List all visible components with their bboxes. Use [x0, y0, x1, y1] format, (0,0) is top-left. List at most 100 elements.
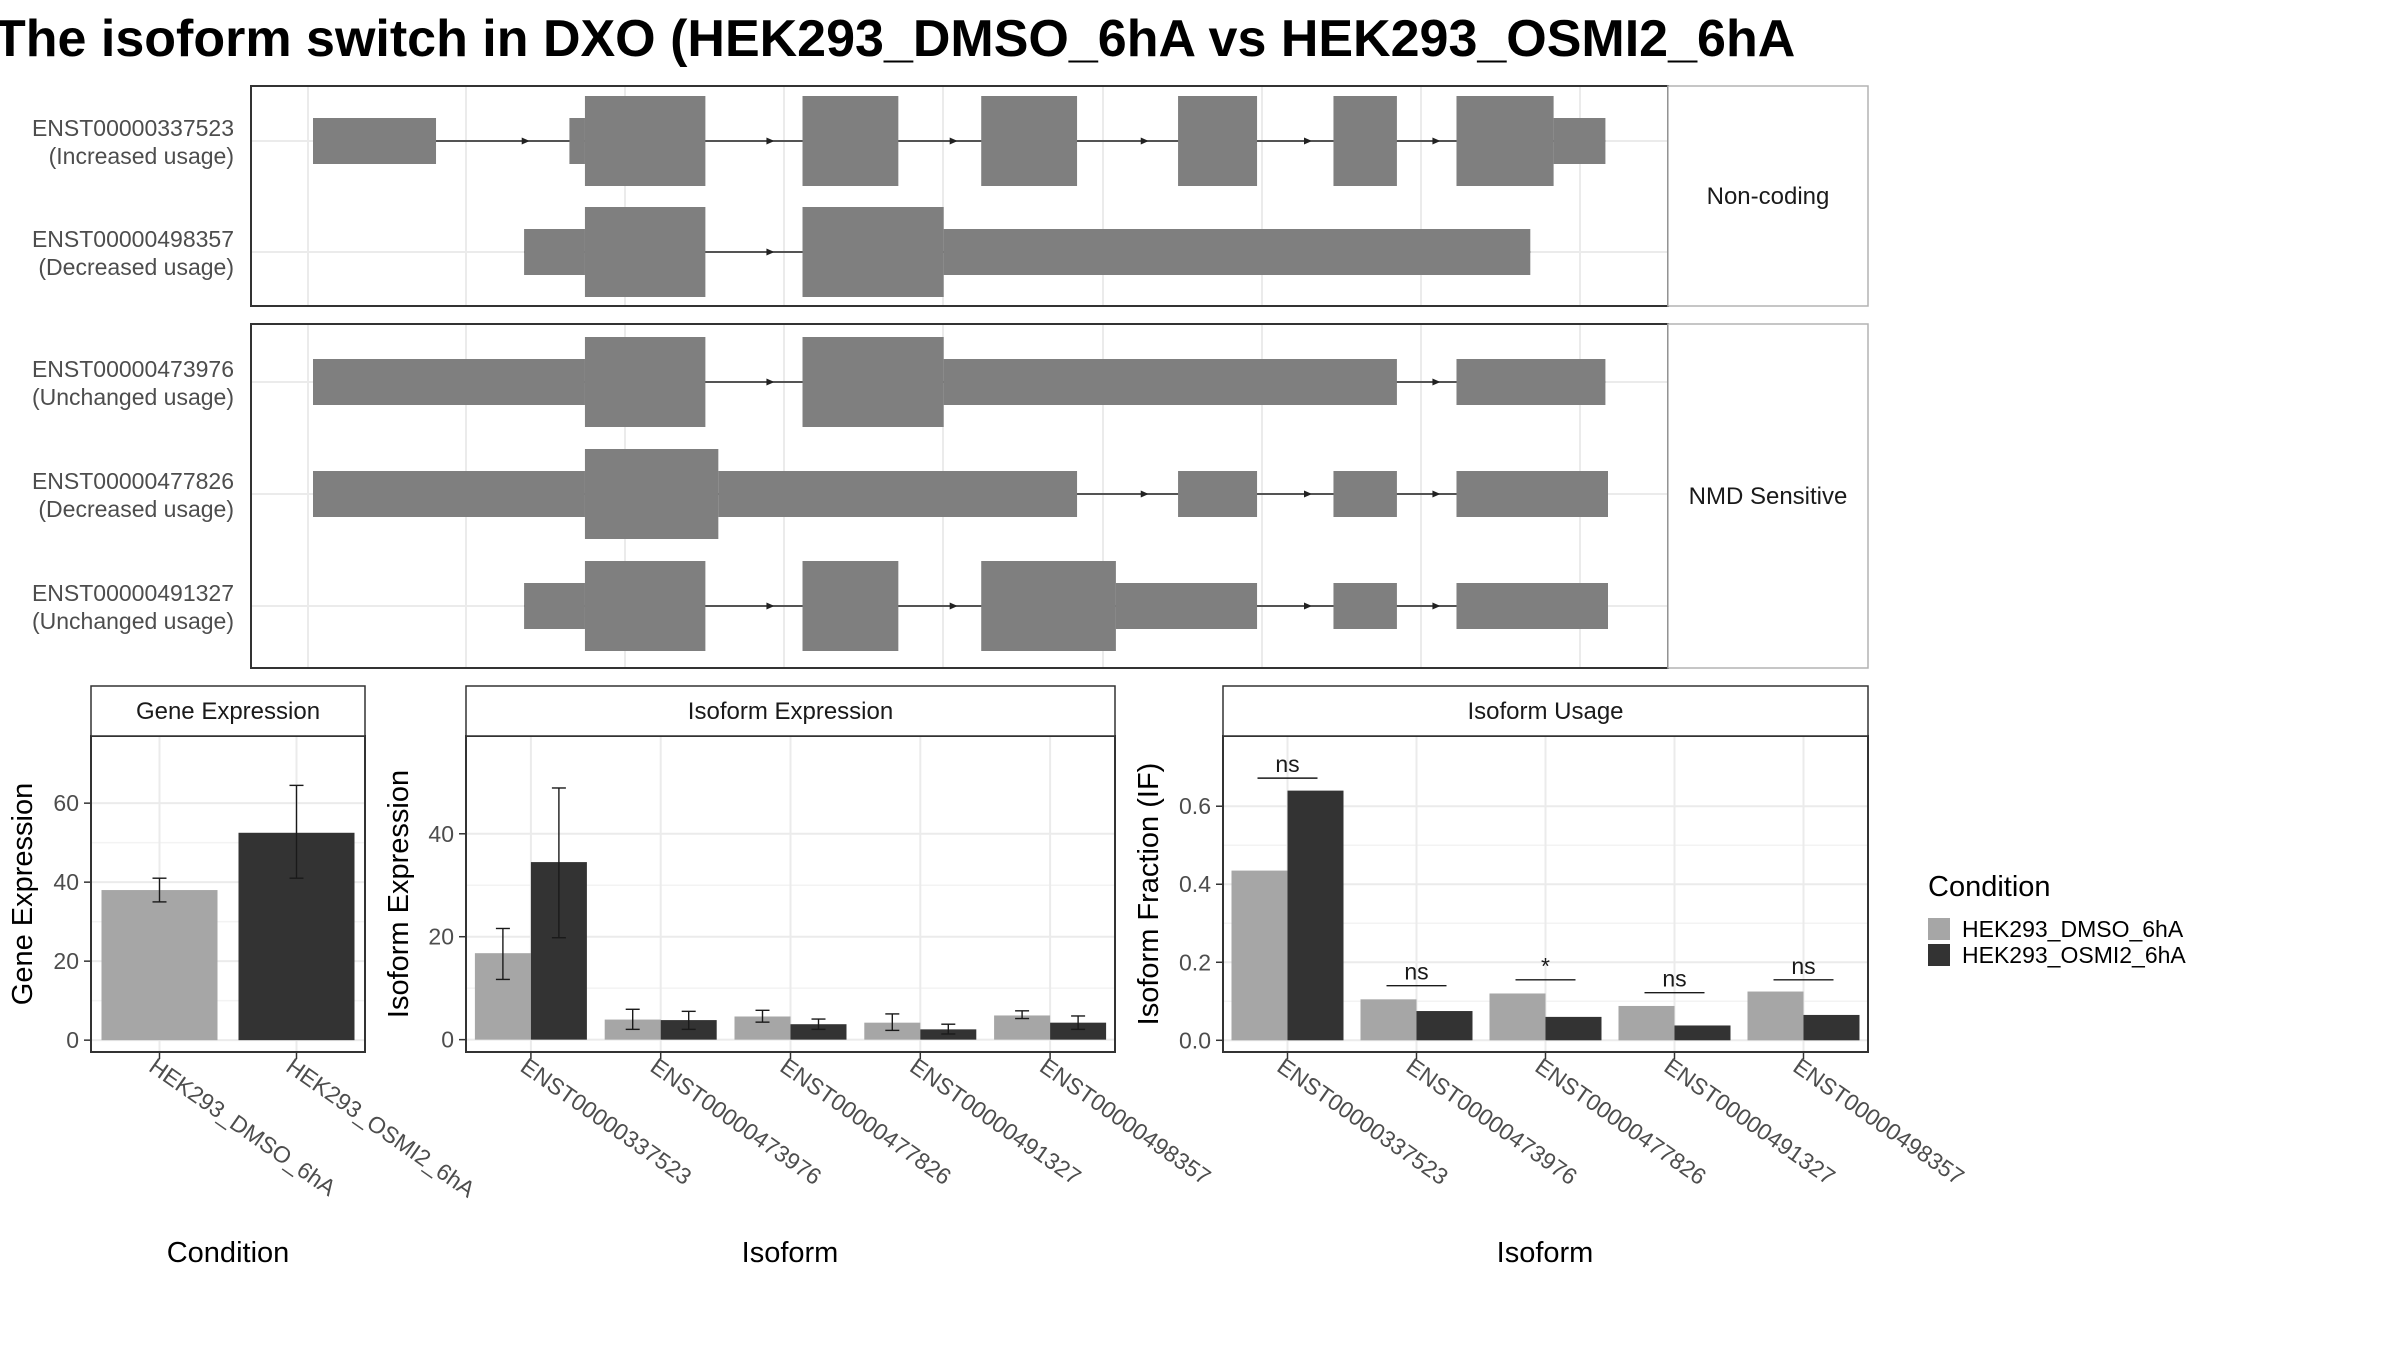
gene-expression-chart: Gene Expression0204060HEK293_DMSO_6hAHEK…: [7, 685, 480, 1269]
intron-arrow: [1304, 490, 1313, 498]
y-tick-label: 60: [53, 790, 79, 816]
significance-label: ns: [1662, 966, 1686, 992]
x-axis-title: Isoform: [1497, 1237, 1594, 1269]
legend-label-osmi2: HEK293_OSMI2_6hA: [1962, 942, 2186, 968]
intron-arrow: [766, 602, 775, 610]
exon-block: [584, 337, 706, 427]
y-axis-title: Isoform Expression: [383, 770, 415, 1018]
intron-arrow: [1140, 137, 1149, 145]
isoform-usage-label: (Decreased usage): [38, 496, 234, 522]
isoform-id-label: ENST00000337523: [32, 115, 234, 141]
facet-strip: [90, 685, 366, 737]
exon-block: [802, 561, 899, 651]
exon-block: [1333, 471, 1397, 517]
exon-block: [524, 583, 585, 629]
intron-arrow: [766, 378, 775, 386]
exon-block: [313, 118, 437, 164]
exon-block: [1178, 96, 1258, 186]
exon-block: [1456, 96, 1554, 186]
exon-block: [802, 337, 944, 427]
isoform-id-label: ENST00000491327: [32, 580, 234, 606]
legend-title: Condition: [1928, 871, 2051, 903]
y-tick-label: 0.4: [1179, 871, 1211, 897]
exon-block: [584, 449, 719, 539]
isoform-expression-chart: Isoform Expression02040ENST00000337523EN…: [383, 685, 1216, 1269]
facet-title: Isoform Expression: [688, 698, 893, 725]
isoform-usage-label: (Unchanged usage): [32, 608, 234, 634]
bar: [1618, 1005, 1675, 1041]
exon-block: [1333, 583, 1397, 629]
intron-arrow: [949, 602, 958, 610]
bar: [101, 890, 218, 1041]
intron-arrow: [1432, 378, 1441, 386]
exon-block: [802, 207, 944, 297]
bar: [1674, 1025, 1731, 1041]
exon-block: [584, 96, 706, 186]
exon-block: [584, 207, 706, 297]
isoform-id-label: ENST00000473976: [32, 356, 234, 382]
y-tick-label: 40: [428, 821, 454, 847]
exon-block: [981, 96, 1078, 186]
bar: [1287, 790, 1344, 1041]
bar: [790, 1024, 847, 1040]
bar: [734, 1016, 791, 1040]
category-strip: [1667, 323, 1869, 669]
bar: [1747, 991, 1804, 1041]
exon-block: [943, 359, 1397, 405]
intron-arrow: [1432, 137, 1441, 145]
y-tick-label: 0: [441, 1027, 454, 1053]
exon-block: [981, 561, 1116, 651]
facet-title: Gene Expression: [136, 698, 320, 725]
facet-title: Isoform Usage: [1467, 698, 1623, 725]
intron-arrow: [949, 137, 958, 145]
y-tick-label: 0: [66, 1027, 79, 1053]
exon-block: [943, 229, 1531, 275]
isoform-id-label: ENST00000477826: [32, 468, 234, 494]
y-tick-label: 0.0: [1179, 1027, 1211, 1053]
facet-strip: [465, 685, 1116, 737]
legend-key-dmso: [1928, 918, 1950, 940]
exon-block: [313, 471, 585, 517]
legend-label-dmso: HEK293_DMSO_6hA: [1962, 916, 2184, 942]
exon-block: [1456, 471, 1608, 517]
legend: Condition HEK293_DMSO_6hA HEK293_OSMI2_6…: [1928, 871, 2186, 968]
intron-arrow: [1140, 490, 1149, 498]
y-tick-label: 40: [53, 869, 79, 895]
significance-label: ns: [1275, 751, 1299, 777]
category-label: NMD Sensitive: [1689, 483, 1848, 510]
exon-block: [1333, 96, 1397, 186]
isoform-usage-label: (Decreased usage): [38, 254, 234, 280]
intron-arrow: [1432, 490, 1441, 498]
exon-block: [1456, 359, 1606, 405]
intron-arrow: [1432, 602, 1441, 610]
exon-block: [718, 471, 1078, 517]
intron-arrow: [766, 248, 775, 256]
exon-block: [584, 561, 706, 651]
exon-block: [1115, 583, 1258, 629]
significance-label: *: [1541, 953, 1550, 979]
significance-label: ns: [1404, 959, 1428, 985]
transcript-structure-panel: ENST00000337523(Increased usage) ENST0000…: [32, 85, 1869, 669]
y-axis-title: Isoform Fraction (IF): [1133, 763, 1165, 1026]
x-axis-title: Condition: [167, 1237, 290, 1269]
y-axis-title: Gene Expression: [7, 783, 39, 1005]
exon-block: [802, 96, 899, 186]
category-strip: [1667, 85, 1869, 307]
intron-arrow: [1304, 602, 1313, 610]
exon-block: [1553, 118, 1606, 164]
intron-arrow: [1304, 137, 1313, 145]
intron-arrow: [766, 137, 775, 145]
bar: [1050, 1022, 1107, 1040]
facet-strip: [1222, 685, 1869, 737]
y-tick-label: 0.2: [1179, 949, 1211, 975]
y-tick-label: 20: [428, 924, 454, 950]
significance-label: ns: [1791, 953, 1815, 979]
isoform-usage-label: (Unchanged usage): [32, 384, 234, 410]
bar: [1360, 999, 1417, 1041]
bar: [1416, 1011, 1473, 1041]
y-tick-label: 20: [53, 948, 79, 974]
bar: [1803, 1014, 1860, 1041]
bar: [1545, 1016, 1602, 1041]
